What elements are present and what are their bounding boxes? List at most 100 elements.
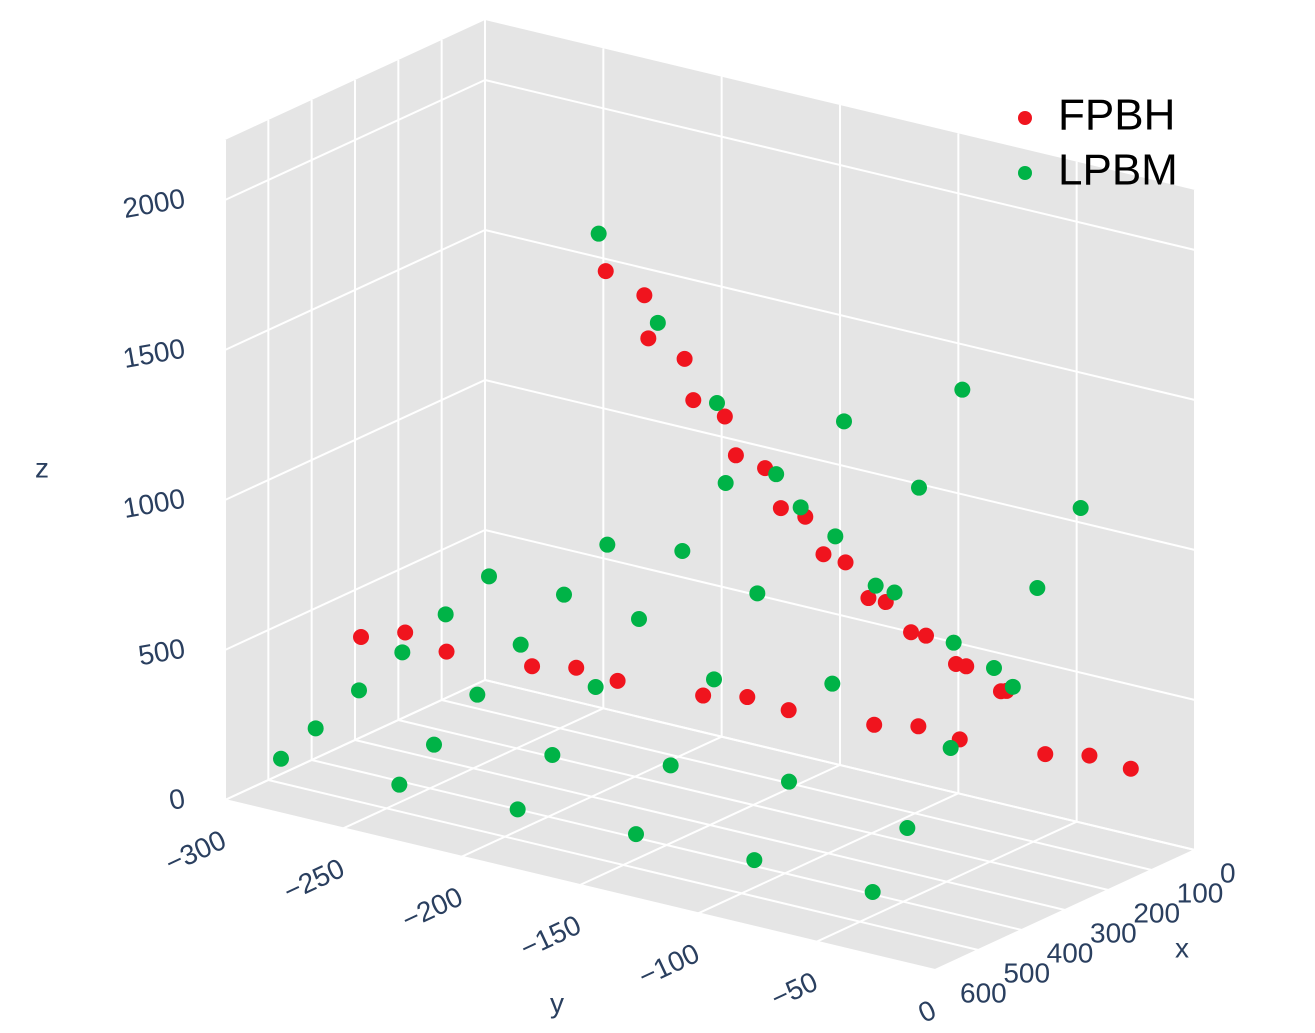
grid-line	[484, 79, 1196, 251]
point	[911, 479, 927, 496]
point	[391, 776, 408, 793]
point	[860, 590, 877, 607]
x-tick-label: 600	[960, 977, 1007, 1008]
y-tick-label: −50	[766, 966, 822, 1014]
point	[685, 392, 702, 409]
point	[1072, 500, 1089, 516]
point	[781, 773, 797, 790]
point	[676, 350, 693, 367]
point	[649, 314, 666, 331]
point	[866, 716, 883, 733]
y-tick-label: −250	[279, 852, 349, 907]
y-tick-label: −100	[634, 937, 704, 992]
point	[1004, 678, 1021, 695]
point	[426, 736, 442, 753]
point	[837, 554, 854, 571]
point	[544, 747, 561, 763]
point	[815, 546, 832, 563]
point	[824, 675, 841, 692]
point	[942, 740, 959, 756]
legend-label: FPBH	[1058, 91, 1175, 140]
point	[910, 718, 927, 735]
point	[609, 672, 626, 689]
grid-line	[342, 707, 604, 830]
x-tick-label: 0	[1220, 857, 1236, 888]
point	[716, 408, 733, 425]
point	[899, 820, 916, 836]
point	[836, 413, 852, 430]
legend-label: LPBM	[1058, 146, 1178, 195]
point	[481, 568, 497, 585]
point	[695, 687, 712, 704]
point	[749, 585, 766, 602]
point	[1081, 747, 1098, 764]
x-axis-title: x	[1175, 932, 1189, 963]
point	[509, 801, 526, 818]
point	[918, 627, 934, 644]
z-axis-title: z	[35, 452, 49, 483]
point	[903, 624, 920, 641]
point	[587, 679, 604, 695]
grid-line	[461, 735, 723, 858]
grid-line	[224, 379, 486, 501]
point	[780, 702, 797, 719]
grid-line	[816, 820, 1078, 943]
legend-marker	[1018, 166, 1032, 180]
point	[351, 682, 367, 699]
point	[1122, 760, 1139, 777]
point	[556, 586, 572, 603]
grid-line	[224, 529, 486, 651]
point	[746, 852, 763, 869]
point	[524, 658, 541, 675]
point	[397, 624, 414, 641]
point	[636, 287, 653, 304]
grid-line	[697, 792, 959, 915]
grid-line	[579, 764, 841, 886]
point	[394, 644, 411, 661]
x-tick-label: 100	[1177, 877, 1224, 908]
x-tick-label: 500	[1003, 957, 1050, 988]
point	[717, 475, 734, 491]
x-tick-label: 400	[1047, 937, 1094, 968]
points	[273, 225, 1139, 900]
z-tick-label: 1500	[121, 333, 188, 374]
point	[628, 826, 644, 843]
grid	[224, 20, 1196, 971]
y-tick-label: 0	[913, 994, 940, 1029]
y-tick-label: −300	[160, 824, 230, 879]
point	[772, 500, 789, 517]
z-tick-label: 500	[136, 633, 187, 672]
y-tick-label: −200	[397, 881, 467, 936]
point	[273, 750, 289, 767]
point	[662, 757, 679, 774]
point	[792, 499, 809, 516]
grid-line	[934, 849, 1196, 971]
grid-line	[484, 379, 1196, 551]
x-tick-label: 300	[1090, 917, 1137, 948]
grid-line	[224, 229, 486, 351]
point	[739, 689, 756, 706]
x-tick-label: 200	[1133, 897, 1180, 928]
point	[954, 381, 971, 398]
z-tick-label: 0	[167, 783, 188, 816]
point	[709, 395, 725, 411]
point	[1029, 580, 1046, 596]
point	[827, 528, 844, 545]
grid-line	[224, 679, 486, 801]
point	[986, 660, 1002, 676]
point	[631, 611, 647, 627]
y-axis-title: y	[550, 987, 564, 1018]
point	[706, 671, 722, 688]
z-tick-label: 1000	[121, 483, 188, 524]
point	[674, 543, 691, 559]
point	[353, 629, 369, 645]
point	[958, 658, 975, 675]
point	[945, 634, 962, 651]
point	[469, 686, 486, 703]
scene	[225, 20, 1195, 970]
point	[768, 466, 785, 483]
grid-line	[484, 679, 1196, 851]
point	[590, 225, 607, 242]
grid-line	[224, 79, 486, 201]
